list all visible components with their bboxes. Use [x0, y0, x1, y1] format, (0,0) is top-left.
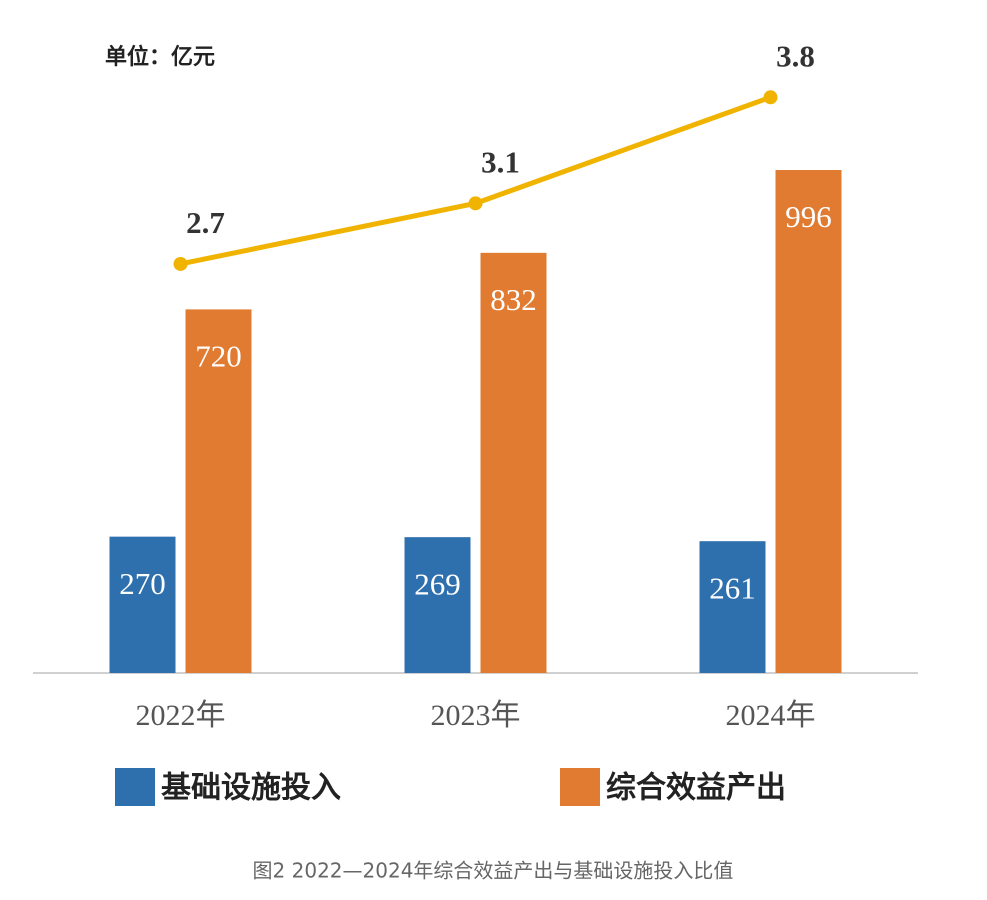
legend-label: 基础设施投入	[161, 771, 341, 806]
bar-value-label: 832	[490, 282, 537, 317]
line-point	[468, 196, 483, 211]
line-point	[173, 256, 188, 271]
unit-label: 单位：亿元	[105, 44, 215, 70]
x-tick-label: 2022年	[136, 699, 226, 732]
caption: 图2 2022—2024年综合效益产出与基础设施投入比值	[253, 859, 734, 883]
bar	[404, 537, 471, 673]
legend-swatch	[115, 768, 155, 806]
bar	[480, 252, 547, 673]
bar-value-label: 269	[414, 566, 461, 601]
bar	[109, 536, 176, 673]
legend-label: 综合效益产出	[606, 771, 786, 806]
bar	[699, 541, 766, 673]
line-value-label: 3.8	[776, 38, 815, 73]
bar-value-label: 996	[785, 199, 832, 234]
bar	[185, 309, 252, 673]
line-value-label: 2.7	[186, 205, 225, 240]
line	[179, 94, 772, 267]
line-point	[763, 90, 778, 105]
legend-swatch	[560, 768, 600, 806]
bar-value-label: 270	[119, 566, 166, 601]
x-tick-label: 2023年	[431, 699, 521, 732]
bar-value-label: 720	[195, 339, 242, 374]
x-tick-label: 2024年	[726, 699, 816, 732]
bar	[775, 170, 842, 673]
bar-value-label: 261	[709, 570, 756, 605]
line-value-label: 3.1	[481, 144, 520, 179]
